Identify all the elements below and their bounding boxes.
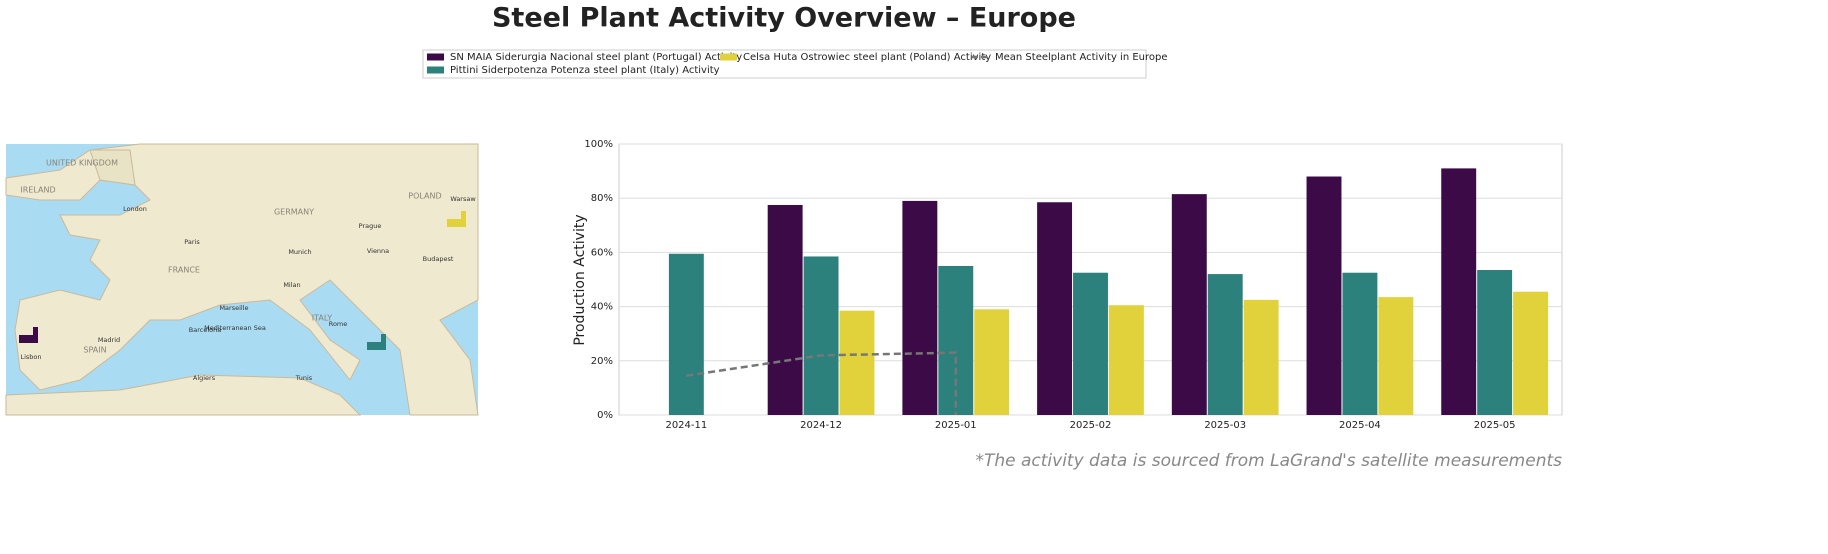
bar	[1171, 194, 1207, 415]
legend-label: Mean Steelplant Activity in Europe	[995, 52, 1168, 63]
x-tick-label: 2024-12	[800, 420, 842, 431]
bar	[803, 256, 839, 415]
map-label: Madrid	[98, 336, 120, 344]
map-label: Algiers	[193, 374, 216, 382]
bar	[1342, 272, 1378, 415]
x-tick-label: 2025-05	[1474, 420, 1516, 431]
legend-swatch	[427, 66, 444, 74]
map-label: Barcelona	[189, 326, 221, 334]
map-label: GERMANY	[274, 208, 314, 217]
footnote: *The activity data is sourced from LaGra…	[975, 451, 1562, 471]
map-label: Rome	[329, 320, 348, 328]
map-label: POLAND	[408, 192, 441, 201]
map-label: Prague	[359, 222, 382, 230]
legend-label: Celsa Huta Ostrowiec steel plant (Poland…	[743, 52, 991, 63]
legend-label: Pittini Siderpotenza Potenza steel plant…	[450, 65, 720, 76]
bar	[1207, 274, 1243, 415]
legend-box	[422, 49, 1147, 79]
mean-line	[686, 351, 958, 415]
bar	[668, 253, 704, 415]
bar	[1037, 202, 1073, 415]
map-label: SPAIN	[83, 346, 106, 355]
x-tick-label: 2025-02	[1070, 420, 1112, 431]
bar	[974, 309, 1010, 415]
map-label: FRANCE	[168, 266, 200, 275]
map-label: Budapest	[423, 255, 454, 263]
bar	[1513, 291, 1549, 415]
legend-swatch	[427, 53, 444, 61]
plant-icon	[447, 219, 461, 227]
map-label: Milan	[283, 281, 300, 289]
map-land	[5, 143, 479, 416]
map-label: UNITED KINGDOM	[46, 159, 118, 168]
bar	[1378, 297, 1414, 415]
y-tick-label: 60%	[591, 247, 613, 258]
map-label: IRELAND	[20, 186, 55, 195]
y-tick-label: 20%	[591, 356, 613, 367]
y-tick-label: 100%	[584, 139, 613, 150]
x-tick-label: 2025-04	[1339, 420, 1381, 431]
chart-title: Steel Plant Activity Overview – Europe	[492, 3, 1076, 34]
map-label: Munich	[288, 248, 311, 256]
map-label: Vienna	[367, 247, 389, 255]
legend-swatch	[720, 53, 737, 61]
x-tick-label: 2024-11	[665, 420, 707, 431]
map-land	[5, 374, 362, 416]
y-tick-label: 40%	[591, 302, 613, 313]
plant-icon	[461, 211, 466, 227]
map-label: Lisbon	[20, 353, 41, 361]
map-land	[89, 149, 136, 186]
map-label: ITALY	[312, 314, 332, 323]
y-axis-label: Production Activity	[572, 214, 588, 345]
map-label: Tunis	[295, 374, 313, 382]
legend-label: SN MAIA Siderurgia Nacional steel plant …	[450, 52, 742, 63]
bar	[839, 310, 875, 415]
bar	[1073, 272, 1108, 415]
map-label: Marseille	[219, 304, 248, 312]
map	[5, 143, 479, 416]
bar	[767, 204, 803, 415]
bar	[902, 200, 938, 415]
map-label: Paris	[184, 238, 200, 246]
bar	[1243, 299, 1279, 415]
y-tick-label: 0%	[597, 410, 613, 421]
x-tick-label: 2025-03	[1204, 420, 1246, 431]
plant-icon	[33, 327, 38, 343]
bar	[1441, 168, 1477, 415]
map-label: Warsaw	[450, 195, 476, 203]
plant-icon	[381, 334, 386, 350]
plant-icon	[19, 335, 33, 343]
y-tick-label: 80%	[591, 193, 613, 204]
map-label: London	[123, 205, 147, 213]
plant-icon	[367, 342, 381, 350]
bar	[1108, 305, 1144, 415]
map-label: Mediterranean Sea	[204, 324, 266, 332]
bar	[1306, 176, 1342, 415]
bar	[1477, 270, 1513, 415]
x-tick-label: 2025-01	[935, 420, 977, 431]
